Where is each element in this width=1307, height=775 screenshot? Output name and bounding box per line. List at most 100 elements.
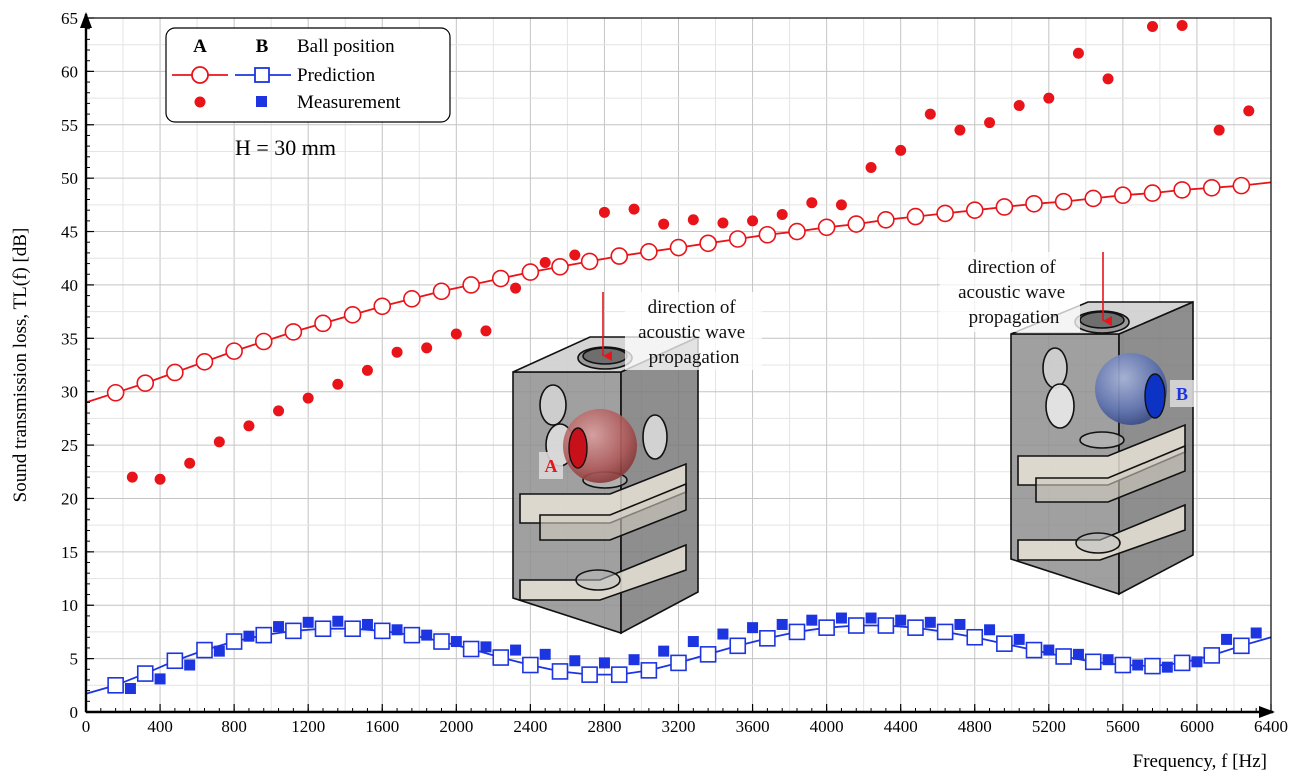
series-2	[126, 19, 1255, 485]
prediction-marker	[758, 225, 777, 244]
y-tick-label: 25	[61, 436, 78, 455]
measurement-point	[806, 614, 818, 626]
legend-col-b: B	[256, 36, 269, 57]
measurement-point	[1243, 105, 1255, 117]
inset-a-ball-label: A	[545, 456, 558, 476]
measurement-point	[480, 641, 492, 653]
measurement-point	[184, 659, 196, 671]
measurement-point	[126, 471, 138, 483]
prediction-marker	[1084, 189, 1103, 208]
prediction-marker	[728, 230, 747, 248]
prediction-marker	[670, 654, 687, 672]
measurement-point	[1013, 633, 1025, 645]
prediction-marker	[522, 656, 539, 674]
prediction-marker	[1084, 653, 1102, 671]
x-tick-label: 2400	[513, 717, 547, 736]
x-tick-label: 4400	[884, 717, 918, 736]
axes: 0 400 800 1200 1600 2000 2400 2800 3200 3600 4000 4…	[10, 9, 1288, 772]
prediction-marker	[551, 257, 569, 276]
legend-row-header: Ball position	[297, 36, 395, 57]
measurement-point	[302, 392, 314, 404]
y-tick-label: 65	[61, 9, 78, 28]
measurement-point	[658, 645, 670, 657]
measurement-point	[243, 630, 255, 642]
x-axis-arrow	[1259, 706, 1275, 718]
measurement-point	[954, 618, 966, 630]
inset-a-ball-contact	[568, 427, 588, 469]
inset-a-label-bg	[539, 452, 563, 479]
measurement-point	[154, 473, 166, 485]
prediction-marker	[817, 218, 836, 237]
prediction-marker	[225, 633, 243, 650]
legend-b-measurement-marker	[256, 96, 267, 107]
measurement-point	[361, 618, 373, 630]
prediction-marker	[907, 619, 924, 636]
measurement-point	[539, 648, 551, 660]
measurement-point	[539, 257, 551, 269]
measurement-point	[361, 364, 373, 376]
measurement-point	[747, 215, 759, 227]
y-axis-title: Sound transmission loss, TL(f) [dB]	[10, 228, 31, 503]
inset-a-caption-3: propagation	[649, 347, 740, 368]
measurement-point	[569, 655, 581, 667]
legend-col-a: A	[193, 36, 207, 57]
x-tick-label: 1200	[291, 717, 325, 736]
prediction-marker	[551, 663, 569, 680]
prediction-marker	[1233, 637, 1250, 655]
measurement-point	[776, 618, 788, 630]
x-tick-label: 4800	[958, 717, 992, 736]
prediction-marker	[906, 207, 925, 226]
prediction-marker	[1232, 176, 1251, 195]
measurement-point	[895, 614, 907, 626]
prediction-marker	[1202, 178, 1221, 197]
x-tick-label: 2800	[587, 717, 621, 736]
y-tick-label: 40	[61, 276, 78, 295]
prediction-marker	[847, 617, 865, 634]
prediction-marker	[492, 649, 510, 666]
prediction-marker	[936, 623, 954, 641]
measurement-point	[480, 325, 492, 337]
legend-row-prediction: Prediction	[297, 65, 376, 86]
prediction-marker	[788, 222, 806, 241]
prediction-marker	[136, 665, 154, 682]
prediction-marker	[166, 363, 184, 382]
prediction-marker	[1025, 194, 1043, 213]
prediction-marker	[433, 633, 450, 650]
measurement-point	[776, 208, 788, 220]
measurement-point	[450, 328, 462, 340]
inset-a-caption-bg	[625, 292, 762, 370]
measurement-point	[273, 621, 285, 633]
prediction-marker	[225, 342, 243, 360]
prediction-marker	[314, 620, 332, 638]
measurement-point	[421, 342, 433, 354]
measurement-point	[628, 654, 640, 666]
measurement-point	[865, 161, 877, 173]
measurement-point	[658, 218, 670, 230]
prediction-marker	[1055, 648, 1072, 665]
prediction-marker	[610, 666, 628, 683]
prediction-marker	[254, 332, 273, 351]
measurement-point	[717, 217, 729, 229]
measurement-point	[213, 645, 225, 657]
prediction-marker	[521, 263, 540, 281]
measurement-point	[569, 249, 581, 261]
y-tick-label: 10	[61, 596, 78, 615]
measurement-point	[1072, 47, 1084, 59]
measurement-point	[835, 199, 847, 211]
prediction-marker	[877, 617, 895, 634]
prediction-marker	[1173, 654, 1191, 672]
measurement-point	[273, 405, 285, 417]
legend: A B Ball position Prediction Measurement	[165, 27, 451, 123]
y-tick-label: 5	[70, 650, 79, 669]
measurement-point	[1072, 648, 1084, 660]
prediction-marker	[462, 276, 480, 294]
prediction-marker	[1114, 656, 1132, 674]
measurement-point	[1213, 124, 1225, 136]
measurement-point	[1147, 21, 1158, 33]
h-annotation: H = 30 mm	[235, 135, 336, 160]
measurement-point	[1043, 644, 1055, 656]
y-tick-label: 45	[61, 223, 78, 242]
inset-b-caption-2: acoustic wave	[958, 282, 1065, 303]
prediction-marker	[788, 623, 806, 641]
prediction-marker	[580, 252, 599, 271]
